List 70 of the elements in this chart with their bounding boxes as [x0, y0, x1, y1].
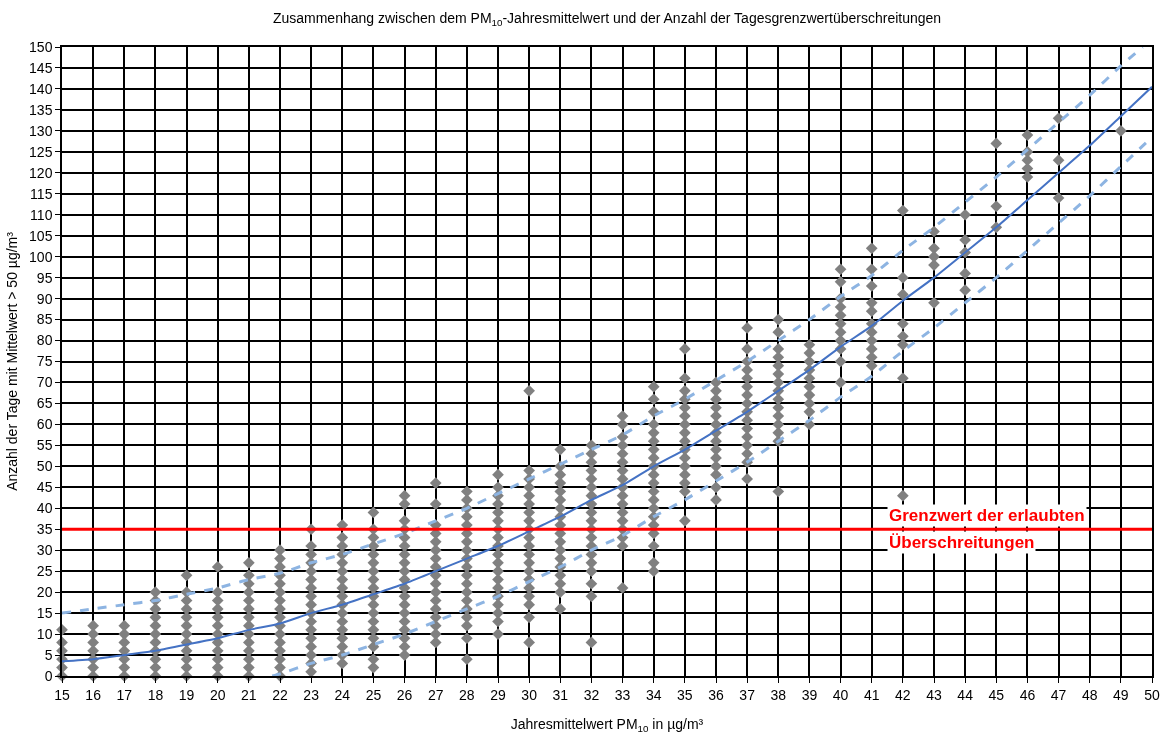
y-tick-label: 145 [29, 59, 53, 76]
x-tick-label: 37 [739, 686, 756, 703]
x-tick-label: 16 [85, 686, 102, 703]
y-tick-label: 25 [36, 563, 53, 580]
x-tick-label: 48 [1081, 686, 1098, 703]
x-tick-label: 27 [427, 686, 444, 703]
x-tick-label: 39 [801, 686, 818, 703]
x-tick-label: 36 [708, 686, 724, 703]
x-tick-label: 31 [552, 686, 569, 703]
x-axis-title: Jahresmittelwert PM$_{10}$ in µg/m³ [510, 716, 704, 735]
x-tick-label: 18 [147, 686, 164, 703]
x-tick-label: 24 [334, 686, 351, 703]
y-tick-label: 50 [36, 458, 53, 475]
y-tick-label: 85 [36, 311, 53, 328]
x-tick-label: 49 [1113, 686, 1129, 703]
x-tick-label: 22 [272, 686, 288, 703]
y-tick-label: 110 [30, 206, 53, 223]
x-tick-label: 47 [1050, 686, 1067, 703]
x-tick-label: 19 [178, 686, 195, 703]
x-tick-label: 30 [521, 686, 538, 703]
x-tick-label: 40 [832, 686, 849, 703]
x-tick-label: 21 [241, 686, 257, 703]
y-tick-label: 35 [36, 521, 53, 538]
x-tick-label: 46 [1019, 686, 1036, 703]
y-tick-label: 5 [44, 646, 53, 663]
x-tick-label: 20 [209, 686, 226, 703]
x-tick-label: 45 [988, 686, 1005, 703]
x-tick-label: 17 [116, 686, 133, 703]
y-tick-label: 15 [36, 605, 53, 621]
y-tick-label: 115 [30, 185, 53, 202]
x-tick-label: 29 [490, 686, 506, 703]
x-tick-label: 42 [895, 686, 911, 703]
y-tick-label: 60 [36, 416, 53, 433]
y-tick-label: 45 [36, 479, 53, 496]
y-tick-label: 105 [29, 227, 53, 244]
y-tick-label: 120 [29, 164, 53, 181]
x-tick-label: 38 [770, 686, 787, 703]
x-tick-label: 41 [863, 686, 880, 703]
ref-line-label: Grenzwert der erlaubten Überschreitungen [889, 506, 1085, 552]
y-tick-label: 30 [36, 542, 53, 559]
y-tick-label: 65 [36, 395, 53, 412]
y-tick-label: 125 [29, 143, 53, 160]
x-tick-label: 33 [614, 686, 631, 703]
y-axis-title: Anzahl der Tage mit Mittelwert > 50 µg/m³ [4, 231, 21, 491]
y-tick-label: 70 [36, 374, 53, 391]
x-tick-label: 44 [957, 686, 974, 703]
y-tick-label: 95 [36, 269, 53, 286]
x-tick-label: 25 [365, 686, 382, 703]
y-tick-label: 75 [36, 353, 53, 370]
y-tick-label: 140 [29, 80, 53, 97]
y-tick-label: 90 [36, 290, 53, 307]
y-tick-label: 100 [29, 248, 53, 265]
y-tick-label: 20 [36, 584, 53, 601]
x-tick-label: 35 [677, 686, 693, 703]
x-tick-label: 26 [396, 686, 413, 703]
x-tick-label: 32 [583, 686, 600, 703]
x-tick-label: 28 [459, 686, 475, 703]
y-tick-label: 10 [36, 625, 53, 642]
chart-title: Zusammenhang zwischen dem PM$_{10}$-Jahresmittelwert und der Anzahl der Tagesgrenzwertüberschreitungen [272, 9, 942, 28]
x-tick-label: 43 [926, 686, 942, 703]
y-tick-label: 55 [36, 437, 53, 454]
x-tick-label: 50 [1144, 686, 1160, 703]
y-tick-label: 80 [36, 332, 53, 349]
x-tick-label: 23 [303, 686, 320, 703]
y-tick-label: 130 [29, 122, 53, 139]
x-tick-label: 34 [645, 686, 662, 703]
y-tick-label: 0 [44, 667, 53, 684]
y-tick-label: 40 [36, 500, 53, 517]
y-tick-label: 150 [29, 38, 53, 55]
y-tick-label: 135 [29, 101, 53, 118]
